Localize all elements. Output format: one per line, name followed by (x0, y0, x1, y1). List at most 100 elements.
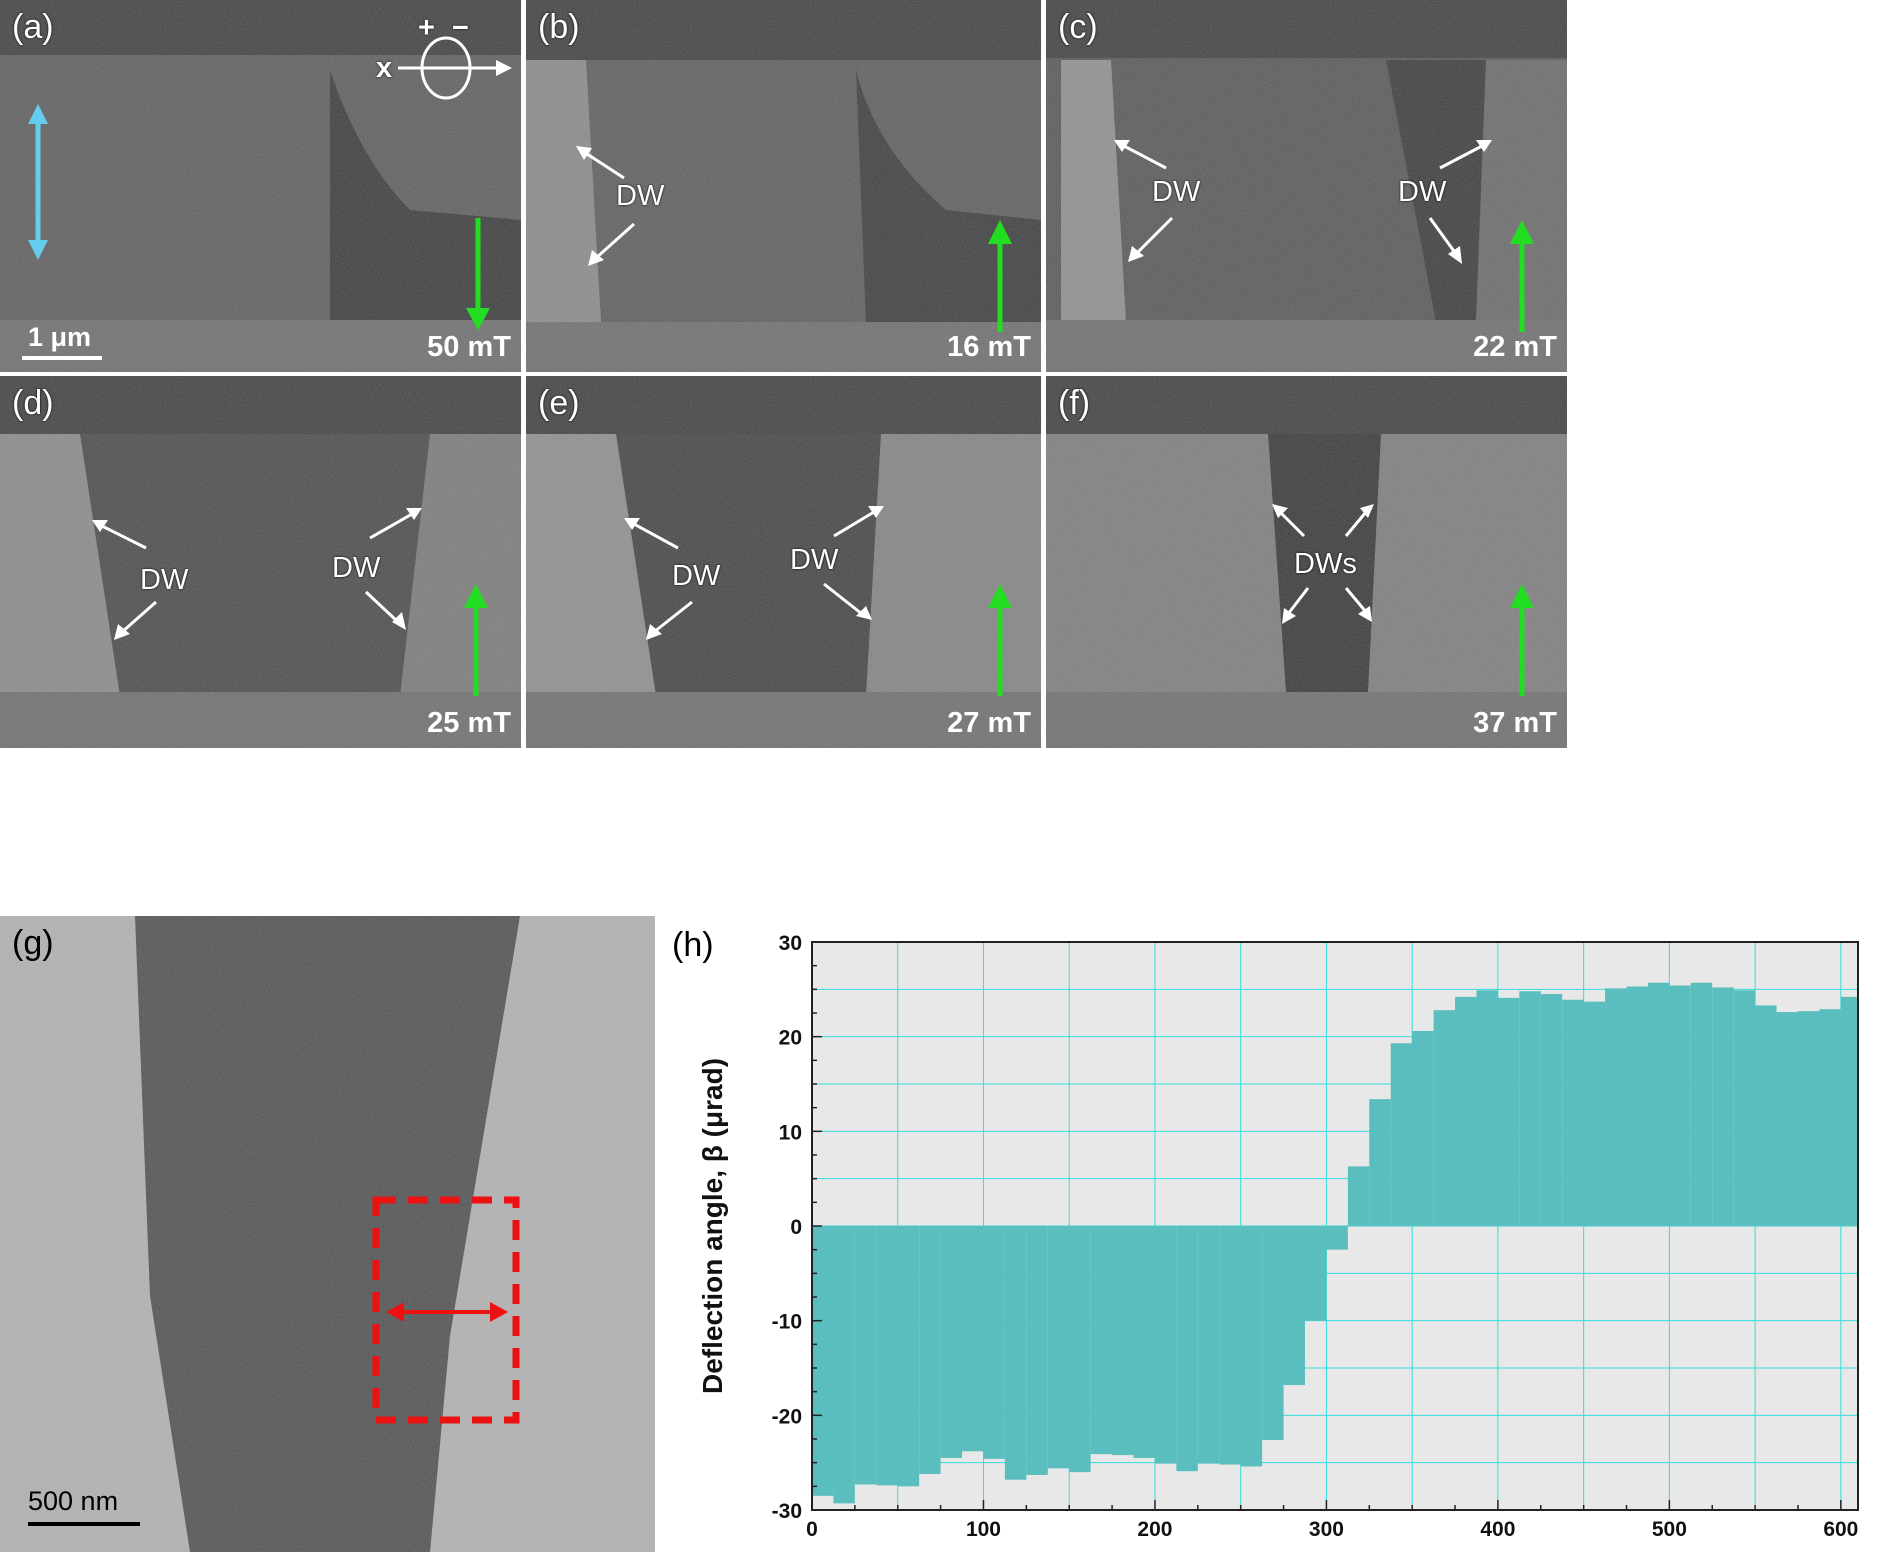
rotation-icon (420, 36, 472, 100)
dw-pointer-head (624, 518, 640, 530)
panel-label: (c) (1058, 8, 1098, 46)
bar (1240, 1226, 1263, 1467)
x-axis-arrow-head (496, 60, 512, 76)
dw-pointer-head (1114, 140, 1130, 152)
bar (1626, 986, 1648, 1226)
bar (1326, 1226, 1348, 1250)
panel-g: (g) 500 nm (0, 916, 655, 1552)
bar (1840, 996, 1858, 1226)
dw-pointer (369, 512, 413, 540)
bar (1562, 999, 1584, 1226)
dw-pointer-head (114, 624, 130, 640)
field-value: 37 mT (1473, 707, 1557, 739)
bar (812, 1226, 834, 1496)
annotation-layer (1272, 504, 1534, 696)
field-arrow-head (1510, 584, 1534, 608)
bar (1755, 1005, 1777, 1226)
field-arrow-head (464, 584, 488, 608)
line-profile-arrow-right (490, 1302, 508, 1322)
dw-pointer-head (856, 606, 872, 620)
lorentz-image-d (0, 376, 521, 748)
panel-label: (b) (538, 8, 580, 46)
y-tick-label: 20 (779, 1027, 802, 1050)
panel-label: (e) (538, 384, 580, 422)
dw-label: DW (1152, 176, 1201, 208)
lorentz-image-b (526, 0, 1041, 372)
bar (1797, 1011, 1820, 1226)
dw-pointer-head (1272, 504, 1288, 518)
annotation-layer (92, 508, 488, 696)
panel-label: (f) (1058, 384, 1091, 422)
panel-d: (d) DW DW 25 mT (0, 376, 521, 748)
dw-pointer (1278, 510, 1306, 538)
x-tick-label: 200 (1137, 1518, 1172, 1541)
bar (1776, 1012, 1798, 1226)
bar (1455, 996, 1477, 1226)
y-tick-label: 0 (790, 1216, 802, 1239)
bar (1283, 1226, 1305, 1386)
bar (1519, 991, 1541, 1226)
bar (1669, 985, 1691, 1226)
dw-pointer (594, 222, 636, 260)
lorentz-image-a (0, 0, 521, 372)
bar (1476, 990, 1498, 1226)
bar (1369, 1099, 1391, 1226)
dw-pointer (1344, 511, 1368, 537)
y-tick-label: 10 (779, 1121, 802, 1144)
field-arrow-head (1510, 220, 1534, 244)
line-profile-arrow-left (386, 1302, 404, 1322)
panel-f: (f) DWs 37 mT (1046, 376, 1567, 748)
dw-label: DW (1398, 176, 1447, 208)
deflection-chart: 0 100 200 300 400 500 600 -30 -20 -10 0 10 20 30 Posit… (697, 932, 1859, 1557)
lorentz-image-f (1046, 376, 1567, 748)
field-value: 16 mT (947, 331, 1031, 363)
panel-label: (g) (12, 924, 54, 962)
bar (1004, 1226, 1027, 1480)
panel-h: (h) 0 100 200 300 400 500 600 -30 -20 -10 0 10 20 30 P… (660, 916, 1900, 1557)
lorentz-image-g (0, 916, 655, 1552)
dw-pointer (364, 590, 400, 624)
x-tick-label: 0 (806, 1518, 818, 1541)
bar (1819, 1009, 1841, 1226)
dw-pointer-head (646, 624, 662, 640)
x-axis-title: Position (nm) (1246, 1547, 1425, 1552)
bar (983, 1226, 1005, 1459)
bar (1219, 1226, 1241, 1465)
bar (919, 1226, 941, 1475)
bar (1133, 1226, 1155, 1458)
panel-label: (a) (12, 8, 54, 46)
dw-pointer (583, 150, 625, 180)
bar (940, 1226, 963, 1458)
lorentz-image-e (526, 376, 1041, 748)
bar (1112, 1226, 1134, 1456)
lorentz-image-c (1046, 0, 1567, 372)
dw-label: DW (616, 180, 665, 212)
x-axis-label: x (376, 52, 393, 84)
dw-pointer-head (588, 250, 604, 266)
in-plane-arrow-down (28, 240, 48, 260)
dw-pointer-head (1360, 504, 1374, 518)
y-tick-label: 30 (779, 932, 802, 955)
dw-label: DW (672, 560, 721, 592)
bar (854, 1226, 877, 1485)
bar (1583, 1001, 1606, 1226)
annotation-layer (1114, 140, 1534, 332)
x-tick-label: 100 (966, 1518, 1001, 1541)
x-tick-label: 400 (1480, 1518, 1515, 1541)
dw-pointer (1134, 216, 1174, 256)
line-profile-box (372, 1196, 520, 1424)
bar (1712, 987, 1734, 1226)
dw-pointer-head (1448, 246, 1462, 264)
y-tick-label: -20 (772, 1405, 802, 1428)
panel-b: (b) DW 16 mT (526, 0, 1041, 372)
field-value: 27 mT (947, 707, 1031, 739)
bar (1540, 994, 1563, 1226)
dw-pointer-head (1358, 606, 1372, 622)
y-tick-label: -30 (772, 1500, 802, 1523)
scale-bar-label: 1 μm (28, 322, 92, 352)
y-tick-label: -10 (772, 1311, 802, 1334)
bar (1347, 1166, 1370, 1226)
bar (1154, 1226, 1177, 1464)
dw-pointer-head (1128, 246, 1144, 262)
field-arrow-head (466, 308, 490, 330)
